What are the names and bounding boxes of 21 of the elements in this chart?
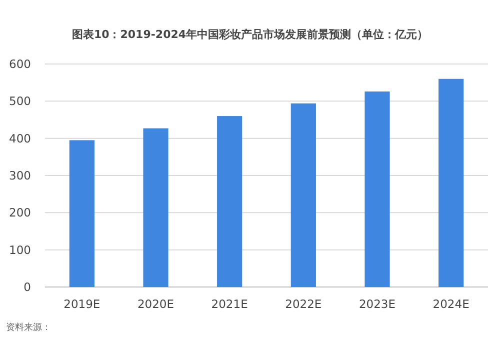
chart-title: 图表10：2019-2024年中国彩妆产品市场发展前景预测（单位：亿元）	[72, 28, 428, 41]
y-tick-label: 0	[24, 280, 31, 294]
x-tick-label: 2024E	[432, 297, 470, 311]
bar	[217, 116, 242, 287]
x-tick-label: 2019E	[64, 297, 100, 311]
y-tick-label: 400	[9, 131, 31, 146]
x-tick-label: 2021E	[211, 297, 248, 311]
y-tick-label: 600	[9, 57, 31, 72]
bar	[438, 78, 464, 287]
bar	[290, 103, 316, 287]
x-tick-label: 2022E	[285, 297, 322, 311]
text: 资料来源：	[6, 322, 51, 333]
bar	[69, 140, 94, 287]
y-tick-label: 500	[9, 94, 31, 108]
x-tick-label: 2023E	[358, 297, 396, 311]
y-tick-label: 300	[9, 168, 31, 183]
y-tick-label: 200	[9, 206, 31, 220]
bar	[364, 92, 390, 287]
y-tick-label: 100	[9, 242, 31, 257]
bar	[143, 128, 168, 287]
x-tick-label: 2020E	[137, 297, 174, 311]
